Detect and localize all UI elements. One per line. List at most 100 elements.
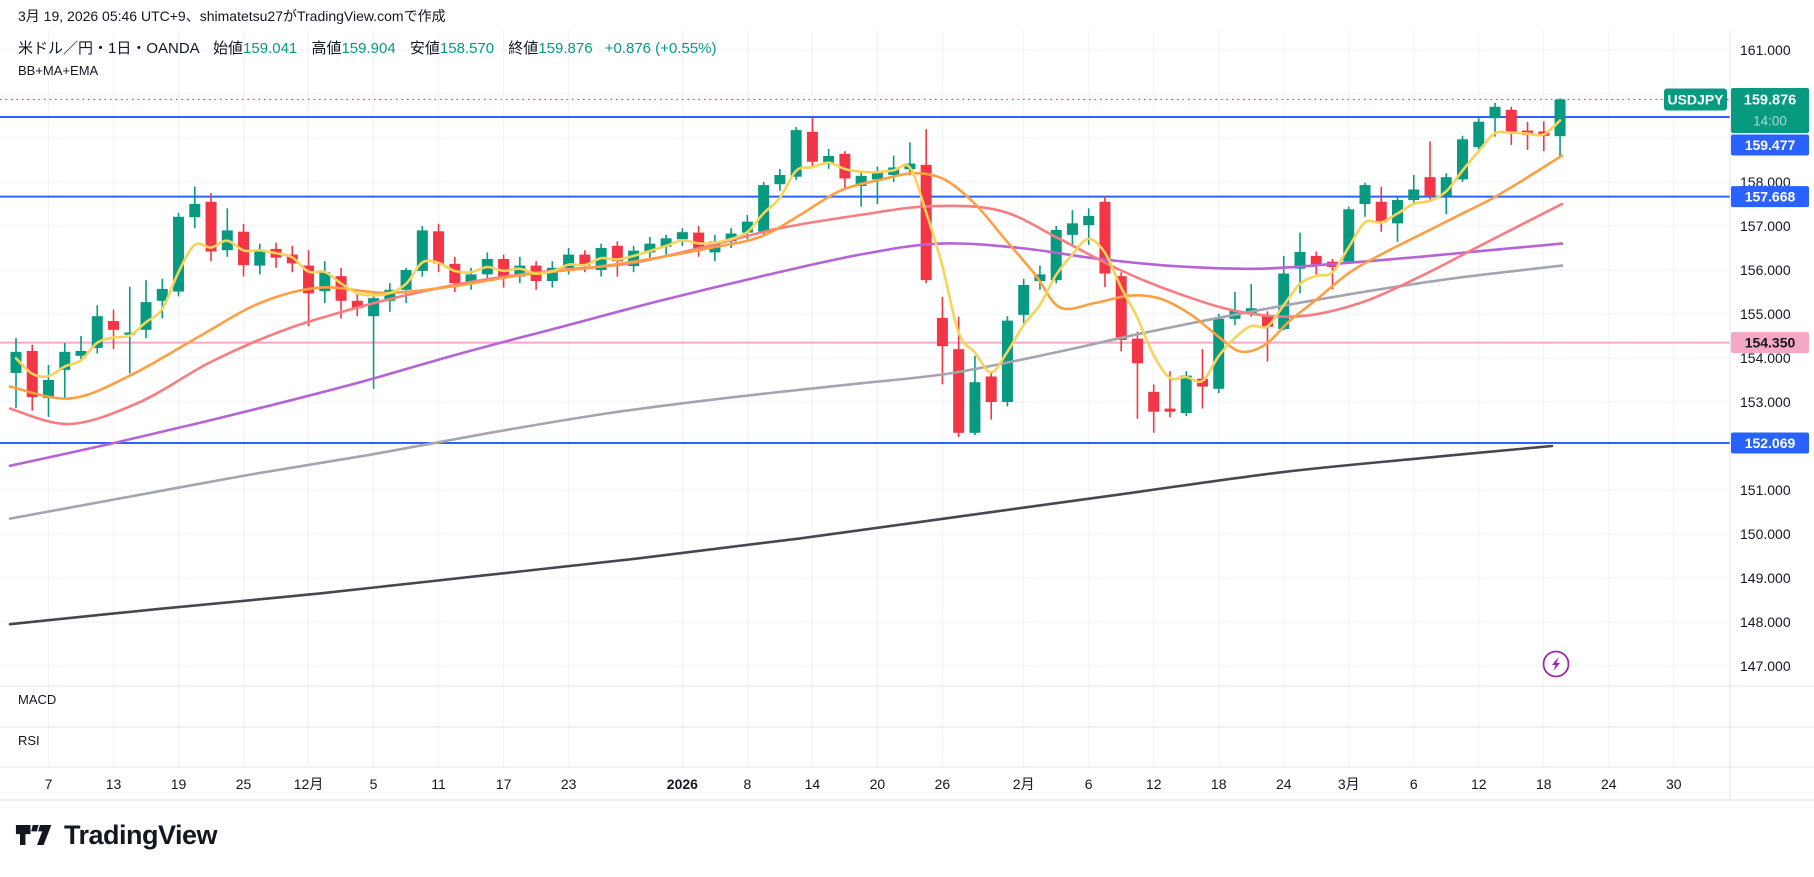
time-tick-label: 20	[870, 776, 886, 792]
candle-up	[173, 216, 185, 292]
candle-down	[579, 254, 591, 266]
ma-line-sma-75	[8, 242, 1564, 468]
candle-up	[1083, 215, 1095, 226]
candle-up	[741, 221, 753, 233]
price-tick-label: 150.000	[1740, 526, 1791, 542]
svg-text:157.668: 157.668	[1745, 189, 1796, 205]
candle-up	[400, 270, 412, 290]
candle-down	[985, 376, 997, 402]
candle-down	[693, 232, 705, 248]
svg-text:159.477: 159.477	[1745, 137, 1796, 153]
candle-up	[1180, 375, 1192, 413]
legend-row-indicator: BB+MA+EMA	[18, 61, 716, 80]
price-tick-label: 158.000	[1740, 174, 1791, 190]
candle-up	[1050, 229, 1062, 281]
ohlc-high: 高値159.904	[311, 40, 396, 57]
candle-up	[1278, 273, 1290, 329]
time-tick-label: 18	[1536, 776, 1552, 792]
candle-up	[384, 289, 396, 301]
time-tick-label: 12	[1471, 776, 1487, 792]
time-tick-label: 11	[431, 776, 446, 792]
candle-up	[1392, 200, 1404, 224]
time-tick-label: 23	[561, 776, 577, 792]
alert-price-label[interactable]: 157.668	[1731, 186, 1809, 208]
ma-lines	[8, 119, 1564, 626]
candle-up	[91, 316, 103, 348]
time-tick-label: 6	[1085, 776, 1093, 792]
candle-up	[1359, 185, 1371, 204]
candle-down	[351, 300, 363, 309]
candle-up	[514, 265, 526, 277]
candle-up	[43, 380, 55, 399]
alert-price-label[interactable]: 154.350	[1731, 332, 1809, 354]
time-tick-label: 19	[171, 776, 187, 792]
candle-down	[449, 263, 461, 284]
candle-up	[676, 232, 688, 240]
candle-down	[1375, 201, 1387, 223]
candle-up	[758, 185, 770, 232]
price-tick-label: 147.000	[1740, 658, 1791, 674]
lightning-icon[interactable]	[1542, 650, 1570, 678]
tradingview-logo[interactable]: TradingView	[15, 817, 218, 853]
candle-down	[1131, 338, 1143, 364]
candle-up	[725, 233, 737, 242]
candle-down	[936, 317, 948, 347]
candle-down	[1310, 255, 1322, 265]
alert-price-label[interactable]: 159.477	[1731, 134, 1809, 156]
candle-up	[871, 172, 883, 180]
candle-down	[303, 265, 315, 294]
tradingview-logo-text: TradingView	[64, 819, 218, 850]
time-tick-label: 8	[743, 776, 751, 792]
alert-price-label[interactable]: 152.069	[1731, 432, 1809, 454]
time-tick-label: 12	[1146, 776, 1162, 792]
candle-up	[1294, 251, 1306, 269]
candle-up	[75, 350, 87, 356]
candle-up	[1066, 223, 1078, 235]
candle-up	[1457, 139, 1469, 180]
candle-down	[953, 349, 965, 433]
candle-up	[1408, 189, 1420, 201]
candle-down	[1164, 408, 1176, 412]
candle-up	[644, 243, 656, 253]
horizontal-lines	[0, 116, 1730, 444]
chart-legend: 米ドル／円・1日・OANDA 始値159.041 高値159.904 安値158…	[18, 39, 716, 80]
time-axis[interactable]: 7 13 19 25 12月 5 11 17 23 2026 8 14 20 26 2月 6 12 18 24 3月 6…	[45, 776, 1682, 792]
candle-down	[806, 131, 818, 162]
ohlc-open: 始値159.041	[213, 40, 298, 57]
candle-up	[855, 175, 867, 186]
candle-up	[1554, 99, 1566, 137]
rsi-pane-label[interactable]: RSI	[18, 733, 40, 748]
candle-down	[1505, 109, 1517, 132]
price-tick-label: 154.000	[1740, 350, 1791, 366]
candle-up	[1440, 177, 1452, 197]
symbol-title[interactable]: 米ドル／円・1日・OANDA	[18, 40, 199, 57]
candle-up	[1018, 284, 1030, 315]
time-tick-label: 26	[935, 776, 951, 792]
price-tick-label: 161.000	[1740, 42, 1791, 58]
candle-up	[465, 274, 477, 284]
time-tick-label: 25	[236, 776, 252, 792]
grid	[0, 30, 1730, 767]
candle-up	[254, 250, 266, 266]
price-axis[interactable]: 161.000 158.000 157.000 156.000 155.000 154.0…	[1664, 42, 1809, 674]
svg-text:USDJPY: USDJPY	[1667, 91, 1724, 107]
time-tick-label: 24	[1601, 776, 1617, 792]
ma-line-sma-200	[8, 444, 1554, 626]
candle-up	[59, 351, 71, 370]
candle-down	[1148, 391, 1160, 412]
candle-down	[433, 231, 445, 264]
macd-pane-label[interactable]: MACD	[18, 692, 57, 707]
indicator-label[interactable]: BB+MA+EMA	[18, 63, 99, 78]
ma-line-sma-100	[8, 264, 1564, 520]
candle-up	[1034, 274, 1046, 281]
candle-up	[774, 174, 786, 185]
svg-text:159.876: 159.876	[1744, 92, 1796, 108]
time-tick-label: 17	[496, 776, 512, 792]
candle-down	[498, 259, 510, 277]
candle-up	[1489, 106, 1501, 119]
candle-down	[1261, 316, 1273, 327]
price-tick-label: 153.000	[1740, 394, 1791, 410]
candle-up	[156, 288, 168, 301]
ohlc-close: 終値159.876	[508, 40, 593, 57]
